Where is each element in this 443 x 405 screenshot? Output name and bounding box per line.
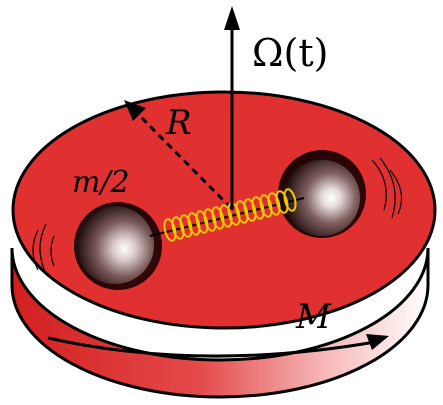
omega-arrow-head (224, 6, 240, 30)
radius-arrow-head (124, 100, 146, 121)
left-mass-ball (76, 206, 154, 284)
mass-label: m/2 (72, 165, 130, 200)
right-motion-lines (371, 157, 403, 219)
left-motion-lines (32, 223, 55, 275)
spring (163, 188, 297, 242)
radius-label: R (165, 103, 192, 143)
radius-arrow (132, 108, 233, 210)
right-mass-ball (284, 160, 360, 236)
disk-top (11, 90, 437, 330)
rotation-arrow-head (366, 334, 389, 350)
disk-side (10, 247, 430, 399)
disk-mass-label: M (295, 297, 332, 337)
omega-label: Ω(t) (252, 31, 328, 75)
rotation-arrow (47, 336, 376, 358)
